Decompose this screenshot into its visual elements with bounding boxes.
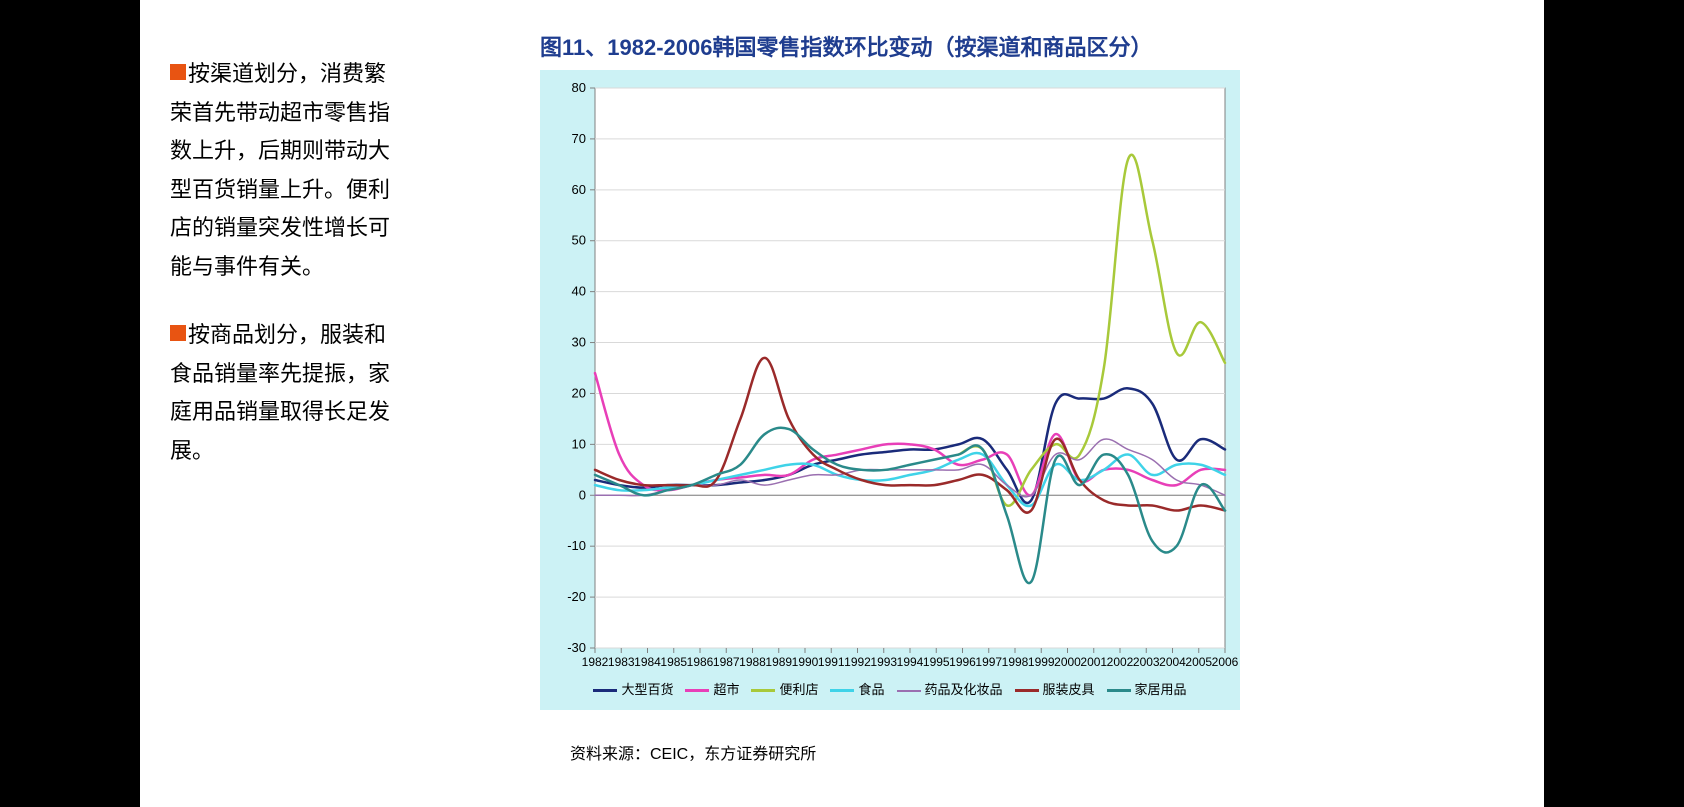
legend-label: 便利店 xyxy=(779,682,818,697)
legend-item: 超市 xyxy=(685,679,739,698)
legend-swatch xyxy=(685,689,709,692)
svg-text:10: 10 xyxy=(572,436,586,451)
legend-item: 家居用品 xyxy=(1107,679,1187,698)
svg-text:1997: 1997 xyxy=(975,655,1002,669)
line-chart: -30-20-100102030405060708019821983198419… xyxy=(540,70,1240,710)
legend-swatch xyxy=(1015,689,1039,692)
svg-text:2004: 2004 xyxy=(1159,655,1186,669)
svg-text:-10: -10 xyxy=(567,538,586,553)
svg-text:1996: 1996 xyxy=(949,655,976,669)
svg-text:1999: 1999 xyxy=(1028,655,1055,669)
bullet-2: 按商品划分，服装和食品销量率先提振，家庭用品销量取得长足发展。 xyxy=(170,316,390,470)
chart-area: -30-20-100102030405060708019821983198419… xyxy=(540,70,1240,710)
svg-text:-30: -30 xyxy=(567,640,586,655)
chart-title: 图11、1982-2006韩国零售指数环比变动（按渠道和商品区分） xyxy=(540,30,1152,62)
bullet-2-text: 按商品划分，服装和食品销量率先提振，家庭用品销量取得长足发展。 xyxy=(170,322,390,463)
svg-text:1994: 1994 xyxy=(897,655,924,669)
legend-label: 超市 xyxy=(713,682,739,697)
svg-text:30: 30 xyxy=(572,335,586,350)
legend-swatch xyxy=(830,689,854,692)
svg-text:0: 0 xyxy=(579,487,586,502)
svg-text:1993: 1993 xyxy=(870,655,897,669)
legend-swatch xyxy=(1107,689,1131,692)
svg-text:1984: 1984 xyxy=(634,655,661,669)
svg-text:60: 60 xyxy=(572,182,586,197)
legend-swatch xyxy=(593,689,617,692)
legend-label: 家居用品 xyxy=(1135,682,1187,697)
svg-text:1983: 1983 xyxy=(608,655,635,669)
sidebar: 按渠道划分，消费繁荣首先带动超市零售指数上升，后期则带动大型百货销量上升。便利店… xyxy=(170,55,390,500)
bullet-1: 按渠道划分，消费繁荣首先带动超市零售指数上升，后期则带动大型百货销量上升。便利店… xyxy=(170,55,390,286)
svg-text:1998: 1998 xyxy=(1002,655,1029,669)
legend-item: 大型百货 xyxy=(593,679,673,698)
svg-text:50: 50 xyxy=(572,233,586,248)
legend-swatch xyxy=(751,689,775,692)
bullet-square-icon xyxy=(170,64,186,80)
svg-text:1985: 1985 xyxy=(660,655,687,669)
svg-text:80: 80 xyxy=(572,80,586,95)
svg-text:70: 70 xyxy=(572,131,586,146)
svg-text:1990: 1990 xyxy=(792,655,819,669)
svg-text:1987: 1987 xyxy=(713,655,740,669)
legend-item: 食品 xyxy=(830,679,884,698)
legend-item: 服装皮具 xyxy=(1015,679,1095,698)
svg-text:2002: 2002 xyxy=(1107,655,1134,669)
svg-text:1982: 1982 xyxy=(582,655,609,669)
svg-text:1989: 1989 xyxy=(765,655,792,669)
svg-text:1991: 1991 xyxy=(818,655,845,669)
legend-label: 药品及化妆品 xyxy=(925,682,1003,697)
svg-text:2005: 2005 xyxy=(1185,655,1212,669)
svg-text:2000: 2000 xyxy=(1054,655,1081,669)
bullet-square-icon xyxy=(170,325,186,341)
legend-item: 药品及化妆品 xyxy=(897,679,1003,698)
svg-text:1995: 1995 xyxy=(923,655,950,669)
svg-text:2003: 2003 xyxy=(1133,655,1160,669)
svg-text:40: 40 xyxy=(572,284,586,299)
legend-label: 食品 xyxy=(858,682,884,697)
bullet-1-text: 按渠道划分，消费繁荣首先带动超市零售指数上升，后期则带动大型百货销量上升。便利店… xyxy=(170,61,390,279)
svg-text:2006: 2006 xyxy=(1212,655,1239,669)
svg-text:-20: -20 xyxy=(567,589,586,604)
svg-text:1986: 1986 xyxy=(687,655,714,669)
svg-text:1992: 1992 xyxy=(844,655,871,669)
source-text: 资料来源：CEIC，东方证券研究所 xyxy=(570,740,816,764)
legend-label: 大型百货 xyxy=(621,682,673,697)
legend-item: 便利店 xyxy=(751,679,818,698)
svg-text:20: 20 xyxy=(572,385,586,400)
legend-label: 服装皮具 xyxy=(1043,682,1095,697)
legend: 大型百货 超市 便利店 食品 药品及化妆品 服装皮具 家居用品 xyxy=(540,679,1240,698)
svg-text:2001: 2001 xyxy=(1080,655,1107,669)
svg-text:1988: 1988 xyxy=(739,655,766,669)
slide: 按渠道划分，消费繁荣首先带动超市零售指数上升，后期则带动大型百货销量上升。便利店… xyxy=(140,0,1544,807)
legend-swatch xyxy=(897,690,921,692)
